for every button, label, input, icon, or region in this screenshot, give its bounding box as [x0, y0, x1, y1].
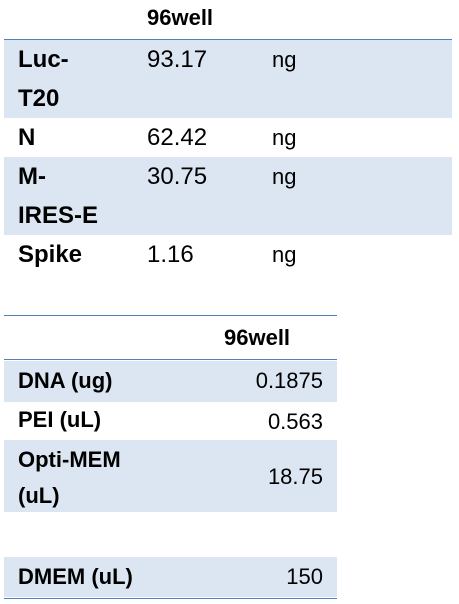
- rule: [4, 315, 337, 316]
- label: DMEM (uL): [18, 564, 133, 589]
- label: M-IRES-E: [18, 163, 99, 229]
- label: Luc-T20: [18, 46, 69, 112]
- rule: [4, 598, 337, 599]
- table1-header: 96well: [147, 5, 214, 30]
- table2-row: Opti-MEM (uL) 18.75: [4, 440, 337, 512]
- value: 30.75: [147, 163, 208, 190]
- value: 62.42: [147, 124, 208, 151]
- unit: ng: [272, 125, 297, 150]
- value: 150: [286, 564, 323, 589]
- value: 93.17: [147, 46, 208, 73]
- table1-row: M-IRES-E 30.75 ng: [4, 157, 452, 235]
- label: Opti-MEM (uL): [18, 447, 121, 508]
- table2-header: 96well: [224, 325, 291, 350]
- value: 18.75: [267, 464, 323, 489]
- table2-row: PEI (uL) 0.563: [4, 402, 337, 440]
- rule: [4, 39, 452, 40]
- label: PEI (uL): [18, 407, 102, 432]
- table2-row: DNA (ug) 0.1875: [4, 361, 337, 402]
- label: Spike: [18, 241, 83, 268]
- value: 0.1875: [255, 368, 323, 393]
- value: 0.563: [267, 409, 323, 434]
- table1-row: Spike 1.16 ng: [4, 235, 452, 274]
- unit: ng: [272, 242, 297, 267]
- rule: [4, 359, 337, 360]
- label: N: [18, 124, 36, 151]
- table2-row: DMEM (uL) 150: [4, 557, 337, 597]
- label: DNA (ug): [18, 368, 113, 393]
- table1-row: N 62.42 ng: [4, 118, 452, 157]
- table1-row: Luc-T20 93.17 ng: [4, 40, 452, 118]
- unit: ng: [272, 47, 297, 72]
- value: 1.16: [147, 241, 194, 268]
- unit: ng: [272, 164, 297, 189]
